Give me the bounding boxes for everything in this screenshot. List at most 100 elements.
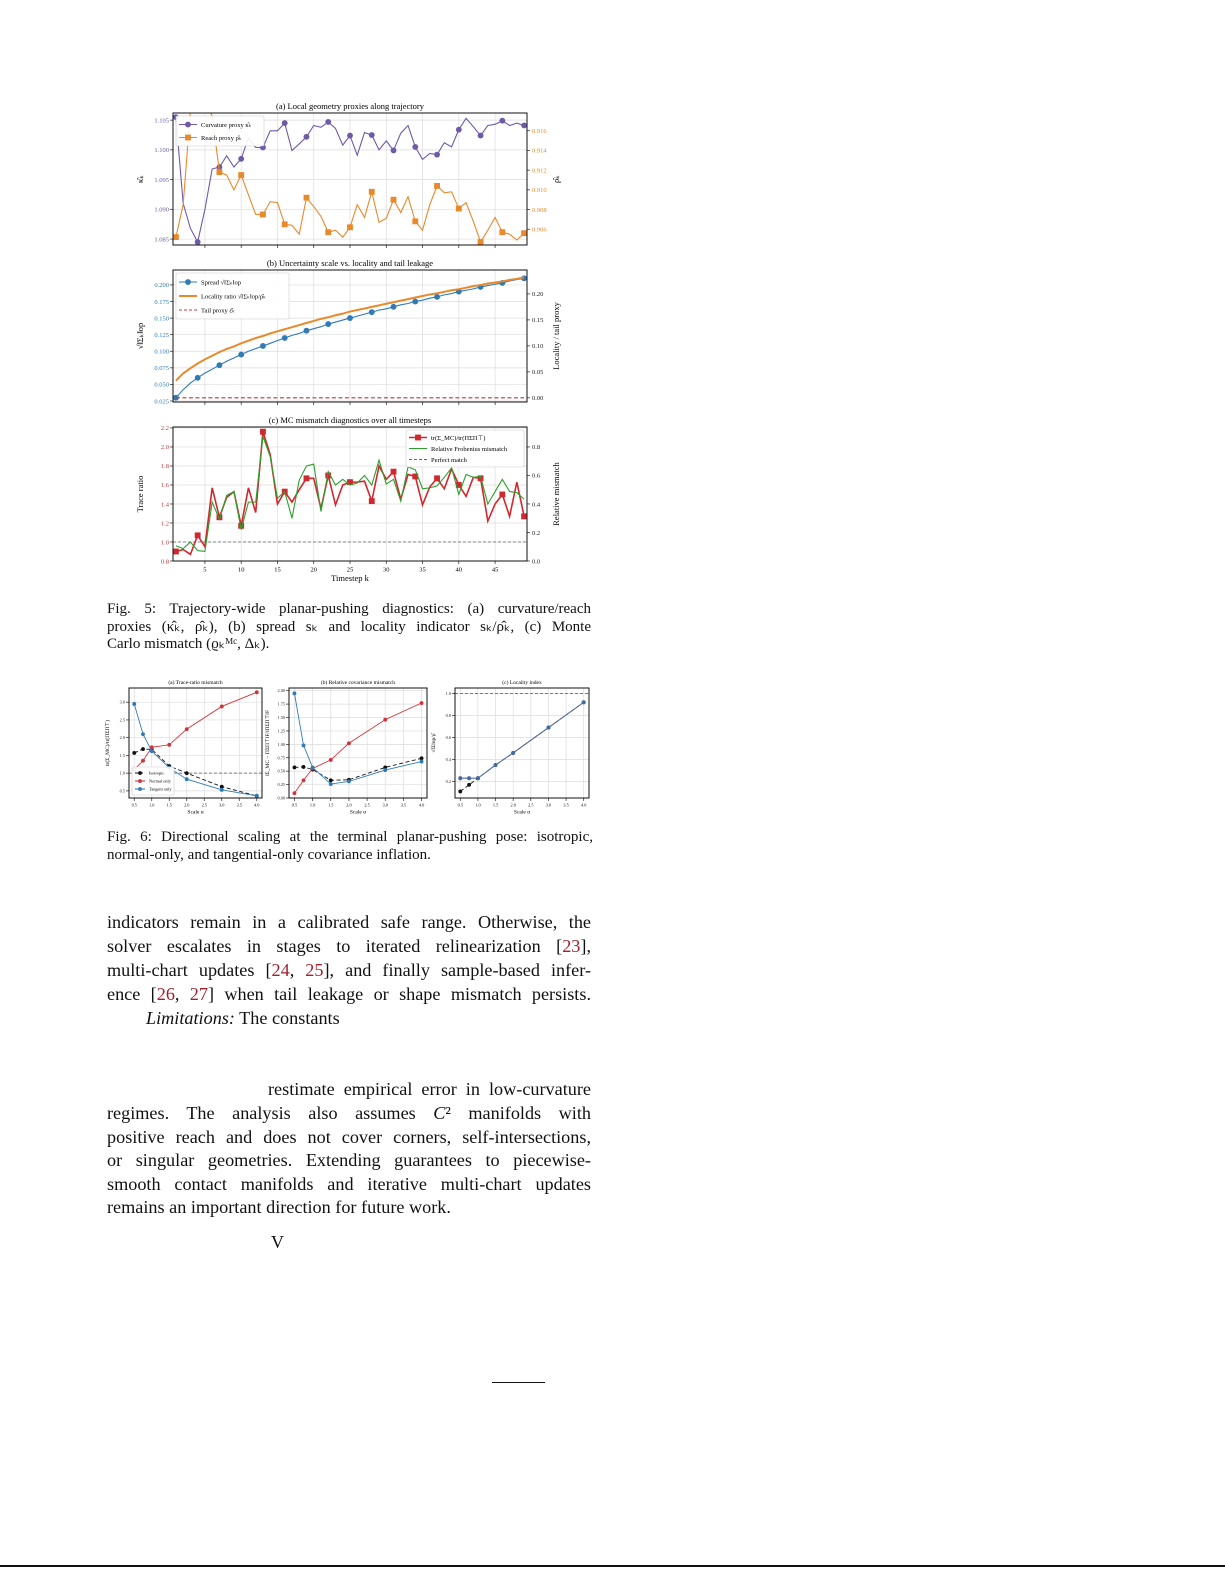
data-point: [303, 133, 310, 140]
data-point: [499, 117, 506, 124]
y2-tick-label: 0.6: [532, 473, 541, 480]
y2-tick-label: 0.8: [532, 444, 540, 451]
citation-link[interactable]: 26: [156, 984, 175, 1004]
text-span: ²: [445, 1103, 451, 1123]
plot-frame: [172, 112, 528, 246]
data-point: [368, 132, 375, 138]
chart-title: (a) Local geometry proxies along traject…: [276, 101, 425, 111]
data-point: [412, 143, 419, 150]
data-point: [260, 343, 266, 349]
plot-frame: [128, 687, 263, 799]
series-line: [460, 701, 584, 779]
y-tick-label: 1.0: [446, 691, 451, 696]
figures-canvas: 1.085 1.090 1.095 1.100 1.105 0.906 0.908 0.910…: [104, 101, 590, 816]
x-tick-label: 3.0: [383, 802, 388, 807]
x-tick-label: 1.0: [475, 802, 480, 807]
text-span: ],: [580, 936, 591, 956]
legend-label: tr(Σ_MC)/tr(ΠΣΠ⊤): [431, 435, 485, 442]
data-point: [368, 188, 375, 195]
series-line: [175, 436, 525, 553]
y-tick-label: 1.6: [161, 482, 170, 489]
data-point: [521, 230, 527, 237]
legend-marker: [185, 279, 191, 285]
y-tick-label: 0.75: [277, 755, 285, 760]
data-point: [499, 491, 506, 498]
caption-line: Carlo mismatch (ϱₖᴹᶜ, Δₖ).: [107, 636, 270, 652]
text-span: smooth contact manifolds and iterative m…: [107, 1174, 591, 1194]
legend-label: Normal only: [149, 779, 172, 784]
x-axis-label: Scale α: [187, 810, 203, 816]
legend-marker: [138, 779, 142, 783]
y2-tick-label: 0.910: [532, 187, 547, 194]
citation-link[interactable]: 24: [271, 960, 290, 980]
data-point: [325, 321, 332, 327]
data-point: [467, 776, 472, 781]
x-axis-label: Scale α: [350, 810, 366, 816]
plot-area: [173, 275, 527, 401]
data-point: [216, 169, 223, 176]
data-point: [132, 702, 137, 706]
y-tick-label: 2.0: [120, 735, 125, 740]
text-span: C: [433, 1103, 446, 1123]
data-point: [301, 764, 306, 769]
data-point: [434, 293, 440, 300]
data-point: [325, 472, 332, 479]
x-axis-label: Scale α: [514, 810, 530, 816]
y-tick-label: 1.095: [154, 177, 169, 184]
data-point: [383, 768, 388, 773]
data-point: [467, 782, 472, 787]
y-tick-label: 1.100: [154, 147, 169, 154]
text-span: remains an important direction for futur…: [107, 1197, 451, 1217]
citation-link[interactable]: 23: [562, 936, 581, 956]
y-tick-label: 2.0: [161, 444, 169, 451]
text-span: ], and finally sample-based infer-: [323, 960, 592, 980]
body-line: or singular geometries. Extending guaran…: [107, 1149, 591, 1171]
body-line: regimes. The analysis also assumes C² ma…: [107, 1102, 591, 1124]
x-tick-label: 40: [456, 567, 463, 574]
data-point: [132, 751, 137, 755]
citation-link[interactable]: 25: [305, 960, 324, 980]
data-point: [477, 239, 484, 245]
y-tick-label: 0.200: [154, 282, 169, 289]
legend-label: Reach proxy ρ̂ₖ: [201, 135, 242, 142]
data-point: [301, 778, 306, 783]
data-point: [292, 691, 297, 696]
data-point: [292, 791, 297, 796]
citation-link[interactable]: 27: [189, 984, 208, 1004]
body-line: solver escalates in stages to iterated r…: [107, 935, 591, 957]
data-point: [149, 749, 154, 754]
y2-tick-label: 0.0: [532, 558, 540, 565]
y2-tick-label: 0.4: [532, 501, 541, 508]
y-tick-label: 0.6: [446, 735, 452, 740]
data-point: [281, 221, 288, 228]
x-tick-label: 2.5: [202, 802, 207, 807]
data-point: [346, 779, 351, 784]
data-point: [219, 704, 224, 709]
text-span: regimes. The analysis also assumes: [107, 1103, 434, 1123]
data-point: [346, 741, 351, 746]
x-axis-label: Timestep k: [331, 573, 369, 583]
x-tick-label: 1.5: [328, 802, 333, 807]
legend: Curvature proxy κ̂ₖ Reach proxy ρ̂ₖ: [175, 115, 265, 147]
chart-title: (c) Locality index: [502, 679, 542, 686]
caption-line: Fig. 6: Directional scaling at the termi…: [107, 829, 593, 845]
data-point: [260, 211, 266, 218]
data-point: [347, 315, 353, 322]
x-tick-label: 3.0: [546, 802, 551, 807]
data-point: [546, 725, 551, 730]
x-tick-label: 15: [274, 567, 281, 574]
caption-line: proxies (κ̂ₖ, ρ̂ₖ), (b) spread sₖ and lo…: [107, 618, 591, 635]
data-point: [310, 765, 315, 770]
y2-tick-label: 0.906: [532, 227, 547, 234]
data-point: [184, 727, 189, 732]
y-tick-label: 1.085: [154, 236, 169, 243]
data-point: [219, 787, 224, 792]
series-line: [133, 691, 257, 770]
plot-frame: [172, 269, 528, 403]
data-point: [455, 482, 462, 488]
series-line: [294, 702, 422, 794]
data-point: [254, 793, 259, 798]
x-tick-label: 1.0: [310, 802, 315, 807]
x-tick-label: 0.5: [132, 802, 137, 807]
legend-marker: [185, 134, 191, 141]
